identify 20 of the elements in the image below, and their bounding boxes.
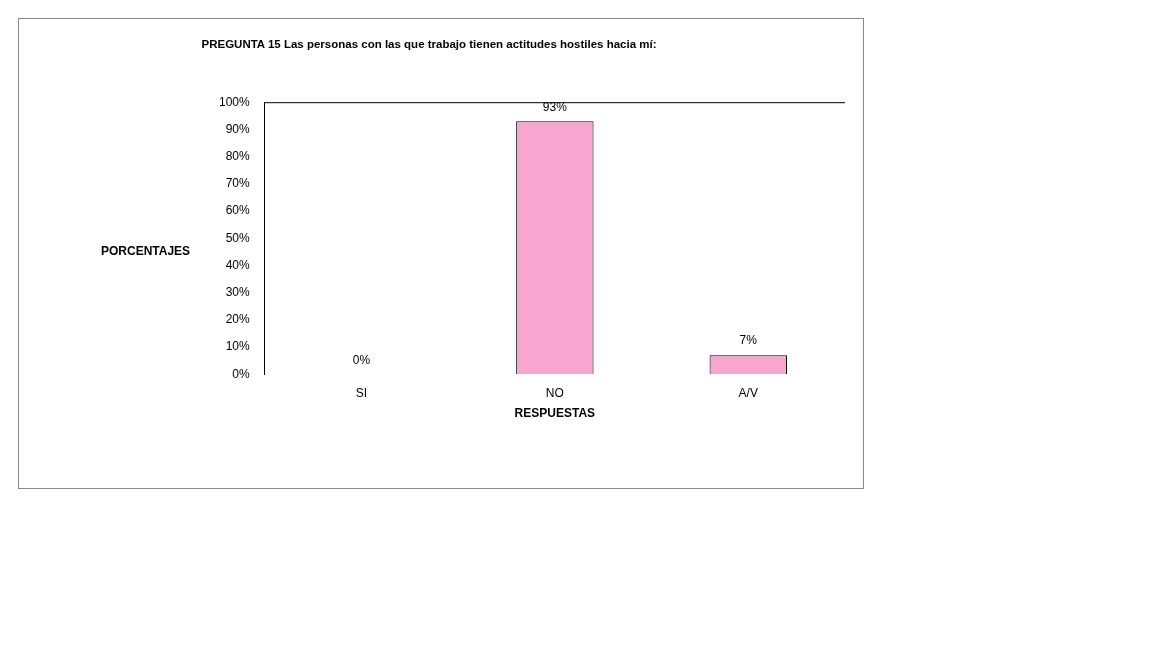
- y-tick-label: 40%: [225, 257, 251, 272]
- y-tick-label: 60%: [225, 203, 251, 218]
- y-tick-label: 0%: [232, 366, 251, 381]
- y-tick-label: 50%: [225, 230, 251, 245]
- data-label: 0%: [352, 352, 371, 367]
- y-axis-title: PORCENTAJES: [101, 244, 191, 258]
- x-tick-label: A/V: [738, 385, 758, 400]
- y-tick-label: 80%: [225, 148, 251, 163]
- y-tick-label: 70%: [225, 176, 251, 191]
- y-tick-label: 10%: [225, 339, 251, 354]
- y-tick-label: 30%: [225, 284, 251, 299]
- y-tick-label: 100%: [218, 94, 251, 109]
- y-tick-label: 90%: [225, 121, 251, 136]
- x-axis-title: RESPUESTAS: [514, 406, 596, 421]
- chart-title: PREGUNTA 15 Las personas con las que trabajo tienen actitudes hostiles hacia mí:: [200, 37, 658, 51]
- y-tick-label: 20%: [225, 312, 251, 327]
- x-tick-label: SI: [355, 385, 368, 400]
- data-label: 7%: [739, 333, 758, 348]
- data-label: 93%: [542, 99, 568, 114]
- x-tick-label: NO: [545, 385, 564, 400]
